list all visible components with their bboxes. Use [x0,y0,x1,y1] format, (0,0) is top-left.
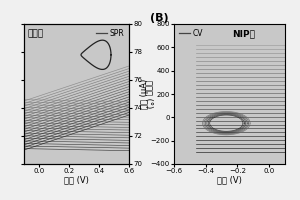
Text: (B): (B) [150,13,169,23]
X-axis label: 电位 (V): 电位 (V) [217,176,242,185]
Text: NIP纳: NIP纳 [232,30,255,39]
Text: 纳米膜: 纳米膜 [27,30,43,39]
Legend: SPR: SPR [95,28,125,38]
Legend: CV: CV [178,28,204,38]
Y-axis label: 共振角 (°): 共振角 (°) [145,80,154,108]
Y-axis label: 电流 (μA): 电流 (μA) [140,79,149,109]
X-axis label: 电位 (V): 电位 (V) [64,176,89,185]
